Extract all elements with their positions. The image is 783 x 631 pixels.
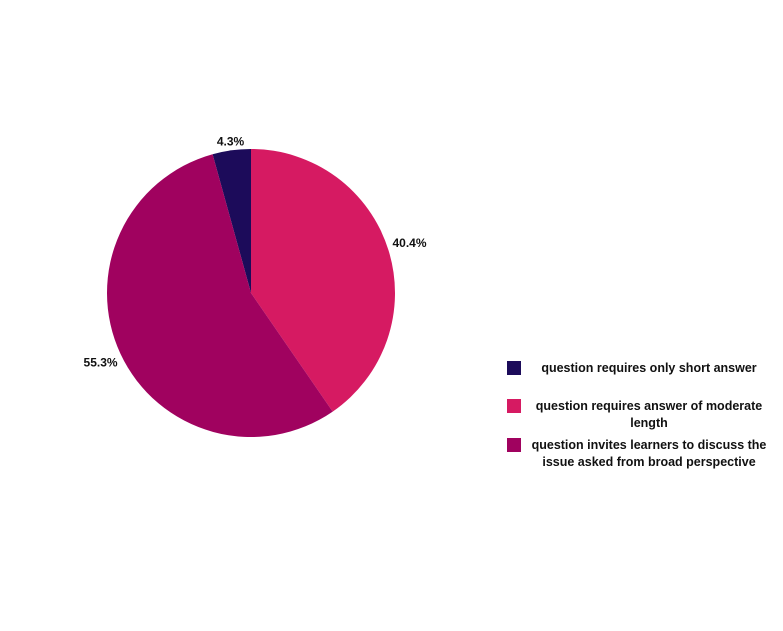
legend-swatch (507, 399, 521, 413)
pie-slice (106, 154, 333, 437)
legend-label: question invites learners to discuss the… (531, 438, 767, 469)
data-label: 55.3% (84, 355, 118, 369)
legend-swatch (507, 438, 521, 452)
pie-slice (251, 149, 395, 412)
data-label: 40.4% (392, 236, 426, 250)
data-label: 4.3% (217, 135, 245, 149)
legend-label: question requires only short answer (541, 361, 757, 375)
legend-swatch (507, 361, 521, 375)
pie-slice (212, 149, 251, 293)
legend-item: question requires answer of moderate len… (507, 398, 777, 432)
legend-item: question requires only short answer (507, 360, 777, 377)
legend-label: question requires answer of moderate len… (535, 399, 763, 430)
legend-item: question invites learners to discuss the… (507, 437, 777, 471)
